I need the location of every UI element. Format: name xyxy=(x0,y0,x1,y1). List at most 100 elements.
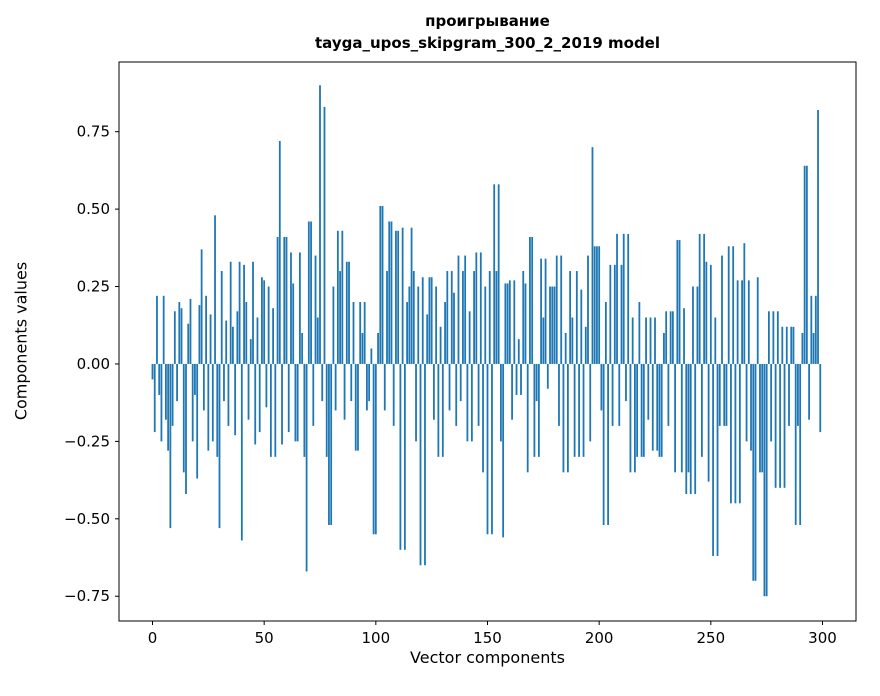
bar xyxy=(776,311,779,364)
bar xyxy=(497,184,500,364)
bar xyxy=(660,363,663,457)
bar xyxy=(792,326,795,364)
bar xyxy=(779,363,781,488)
bar xyxy=(544,258,547,364)
bar xyxy=(234,363,237,436)
bar xyxy=(252,261,254,364)
bar xyxy=(701,363,703,457)
bar xyxy=(513,280,516,364)
bar xyxy=(319,85,321,364)
bar xyxy=(156,295,158,364)
bar xyxy=(716,363,719,556)
bar xyxy=(723,363,726,426)
bar xyxy=(647,363,650,420)
bar xyxy=(390,221,393,364)
bar xyxy=(622,233,625,364)
y-tick-label: 0.75 xyxy=(77,123,110,141)
bar xyxy=(745,363,748,442)
bar xyxy=(555,255,558,364)
bar xyxy=(654,317,656,364)
bar xyxy=(609,264,612,364)
bar xyxy=(176,363,178,402)
bar xyxy=(580,289,583,364)
x-axis-label: Vector components xyxy=(410,648,565,667)
bar xyxy=(395,230,397,364)
bar xyxy=(484,286,487,364)
bar xyxy=(424,363,426,566)
bar xyxy=(551,286,554,364)
bar xyxy=(584,326,587,364)
bar xyxy=(205,295,207,364)
bar xyxy=(294,363,297,442)
bar xyxy=(589,363,592,442)
bar xyxy=(464,255,467,364)
bar xyxy=(332,286,335,364)
bar xyxy=(560,255,563,364)
bar xyxy=(651,363,654,451)
bar xyxy=(671,311,674,364)
bar xyxy=(323,106,326,364)
bar xyxy=(582,363,585,457)
bar xyxy=(386,271,388,364)
bar xyxy=(810,295,813,364)
bar xyxy=(397,230,400,364)
bar xyxy=(321,363,324,402)
bar xyxy=(730,363,732,504)
bar xyxy=(341,230,344,364)
bar xyxy=(698,233,701,364)
bar xyxy=(707,363,710,482)
bar xyxy=(238,261,241,364)
bar xyxy=(363,302,366,364)
bar xyxy=(750,363,752,451)
bar xyxy=(571,317,574,364)
bar xyxy=(450,271,453,364)
chart-subtitle: tayga_upos_skipgram_300_2_2019 model xyxy=(315,34,660,52)
bar xyxy=(788,363,790,426)
bar xyxy=(207,363,210,451)
bar xyxy=(310,221,312,364)
bar xyxy=(627,233,630,364)
bar xyxy=(488,271,491,364)
bar xyxy=(433,363,435,420)
bar xyxy=(173,311,176,364)
y-axis-label: Components values xyxy=(11,261,31,421)
bar xyxy=(462,271,464,364)
bar xyxy=(357,363,359,451)
bar xyxy=(334,363,337,411)
bar xyxy=(774,363,777,488)
bar xyxy=(312,363,315,426)
bar xyxy=(526,363,529,473)
bar xyxy=(734,363,737,504)
bar xyxy=(336,230,339,364)
bar xyxy=(200,249,203,364)
bar xyxy=(254,363,257,445)
bar xyxy=(819,363,822,433)
bar xyxy=(812,332,815,364)
bar xyxy=(506,283,509,364)
bar xyxy=(417,286,420,364)
bar xyxy=(703,233,706,364)
bar xyxy=(678,240,681,364)
bar xyxy=(477,363,480,426)
bar xyxy=(278,140,281,364)
bar xyxy=(299,252,301,364)
bar xyxy=(399,363,402,550)
bar xyxy=(220,271,223,364)
bar xyxy=(663,332,665,364)
bar xyxy=(629,363,632,473)
bar xyxy=(345,261,348,364)
bar xyxy=(658,363,661,457)
bar xyxy=(343,363,346,420)
bar xyxy=(553,286,556,364)
bar xyxy=(817,110,819,364)
bar xyxy=(743,243,746,364)
bar xyxy=(180,308,183,364)
bar xyxy=(607,363,609,525)
bar xyxy=(245,302,248,364)
bar xyxy=(575,271,578,364)
bar xyxy=(696,286,699,364)
bar xyxy=(247,363,250,420)
bar xyxy=(446,271,449,364)
bar xyxy=(515,363,518,395)
